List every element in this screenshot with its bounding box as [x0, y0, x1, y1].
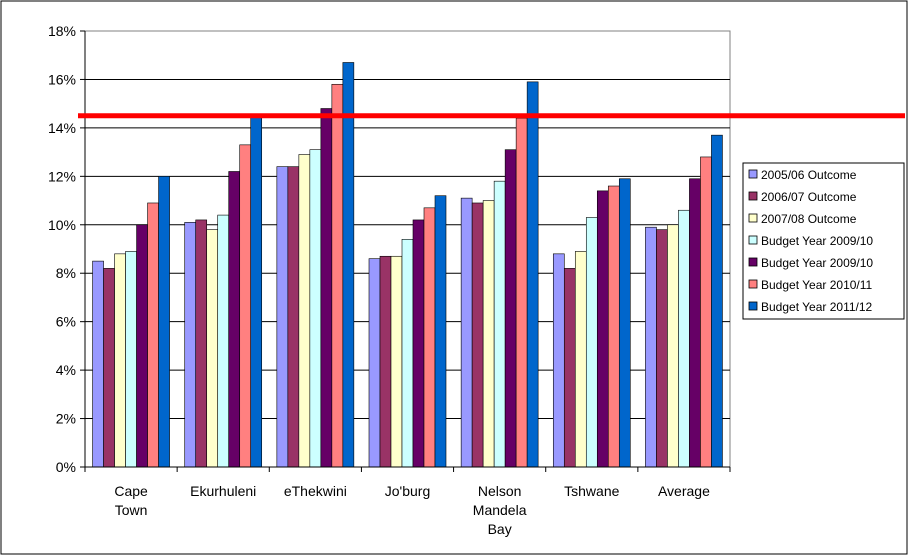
bar [645, 226, 657, 468]
bar [92, 260, 104, 468]
bar [195, 219, 208, 468]
bar [276, 166, 289, 468]
bar [574, 251, 587, 468]
bar [390, 255, 403, 468]
bar [618, 178, 631, 468]
bar [412, 219, 425, 468]
bar [607, 185, 620, 468]
category-label: Jo'burg [385, 483, 430, 499]
legend-swatch [748, 301, 758, 311]
legend-label: Budget Year 2011/12 [761, 300, 873, 314]
y-tick-label: 16% [48, 71, 76, 87]
bar [114, 253, 126, 468]
bar [471, 202, 484, 468]
y-tick-label: 14% [48, 120, 76, 136]
bar [239, 144, 252, 468]
bar [689, 178, 701, 468]
bar [585, 217, 598, 468]
bar [700, 156, 712, 468]
legend-swatch [748, 169, 758, 179]
legend-swatch [748, 235, 758, 245]
y-tick-label: 4% [56, 362, 76, 378]
y-tick-label: 2% [56, 411, 76, 427]
category-label: Tshwane [564, 483, 619, 499]
bar [158, 176, 170, 468]
bar [287, 166, 300, 468]
bar [298, 154, 311, 468]
bar [667, 224, 679, 468]
legend-swatch [748, 191, 758, 201]
bar [460, 197, 473, 468]
bar [320, 108, 333, 468]
bar [331, 83, 344, 468]
bar [368, 258, 381, 468]
bar [125, 251, 137, 468]
bar [103, 268, 115, 468]
legend-label: Budget Year 2009/10 [761, 256, 873, 270]
bar [206, 229, 219, 468]
bar [379, 255, 392, 468]
bar [504, 149, 517, 468]
bar [515, 117, 528, 468]
y-tick-label: 8% [56, 265, 76, 281]
bar [656, 229, 668, 468]
legend-box [742, 162, 905, 320]
category-label: Ekurhuleni [190, 483, 256, 499]
x-axis: Cape Town Ekurhuleni eThekwini Jo'burg Nelson… [84, 466, 731, 537]
y-tick-label: 10% [48, 217, 76, 233]
bar [482, 200, 495, 468]
bar [401, 239, 414, 468]
bar [596, 190, 609, 468]
legend-label: 2005/06 Outcome [761, 168, 857, 182]
bar [493, 180, 506, 468]
bar [526, 81, 539, 468]
bar [711, 134, 723, 468]
bar [552, 253, 565, 468]
bars-group [92, 62, 723, 468]
bar [136, 224, 148, 468]
category-label: eThekwini [284, 483, 347, 499]
category-label: Cape Town [114, 483, 148, 518]
bar [147, 202, 159, 468]
legend: 2005/06 Outcome 2006/07 Outcome 2007/08 Ou… [742, 162, 905, 320]
y-tick-label: 6% [56, 314, 76, 330]
legend-label: Budget Year 2010/11 [761, 278, 873, 292]
legend-label: 2007/08 Outcome [761, 212, 857, 226]
y-axis: 0% 2% 4% 6% 8% 10% 12% 14% 16% 18% [48, 23, 86, 475]
category-label: Nelson Mandela Bay [473, 483, 527, 537]
legend-label: 2006/07 Outcome [761, 190, 857, 204]
bar [423, 207, 436, 468]
category-label: Average [658, 483, 710, 499]
legend-swatch [748, 213, 758, 223]
bar [217, 214, 230, 468]
bar [228, 171, 241, 468]
y-tick-label: 18% [48, 23, 76, 39]
bar [342, 62, 355, 468]
bar [563, 268, 576, 468]
legend-swatch [748, 257, 758, 267]
y-tick-label: 12% [48, 168, 76, 184]
bar [678, 209, 690, 468]
legend-label: Budget Year 2009/10 [761, 234, 873, 248]
y-tick-label: 0% [56, 459, 76, 475]
bar [309, 149, 322, 468]
bar [184, 222, 197, 468]
bar [434, 195, 447, 468]
bar [250, 115, 263, 468]
legend-swatch [748, 279, 758, 289]
